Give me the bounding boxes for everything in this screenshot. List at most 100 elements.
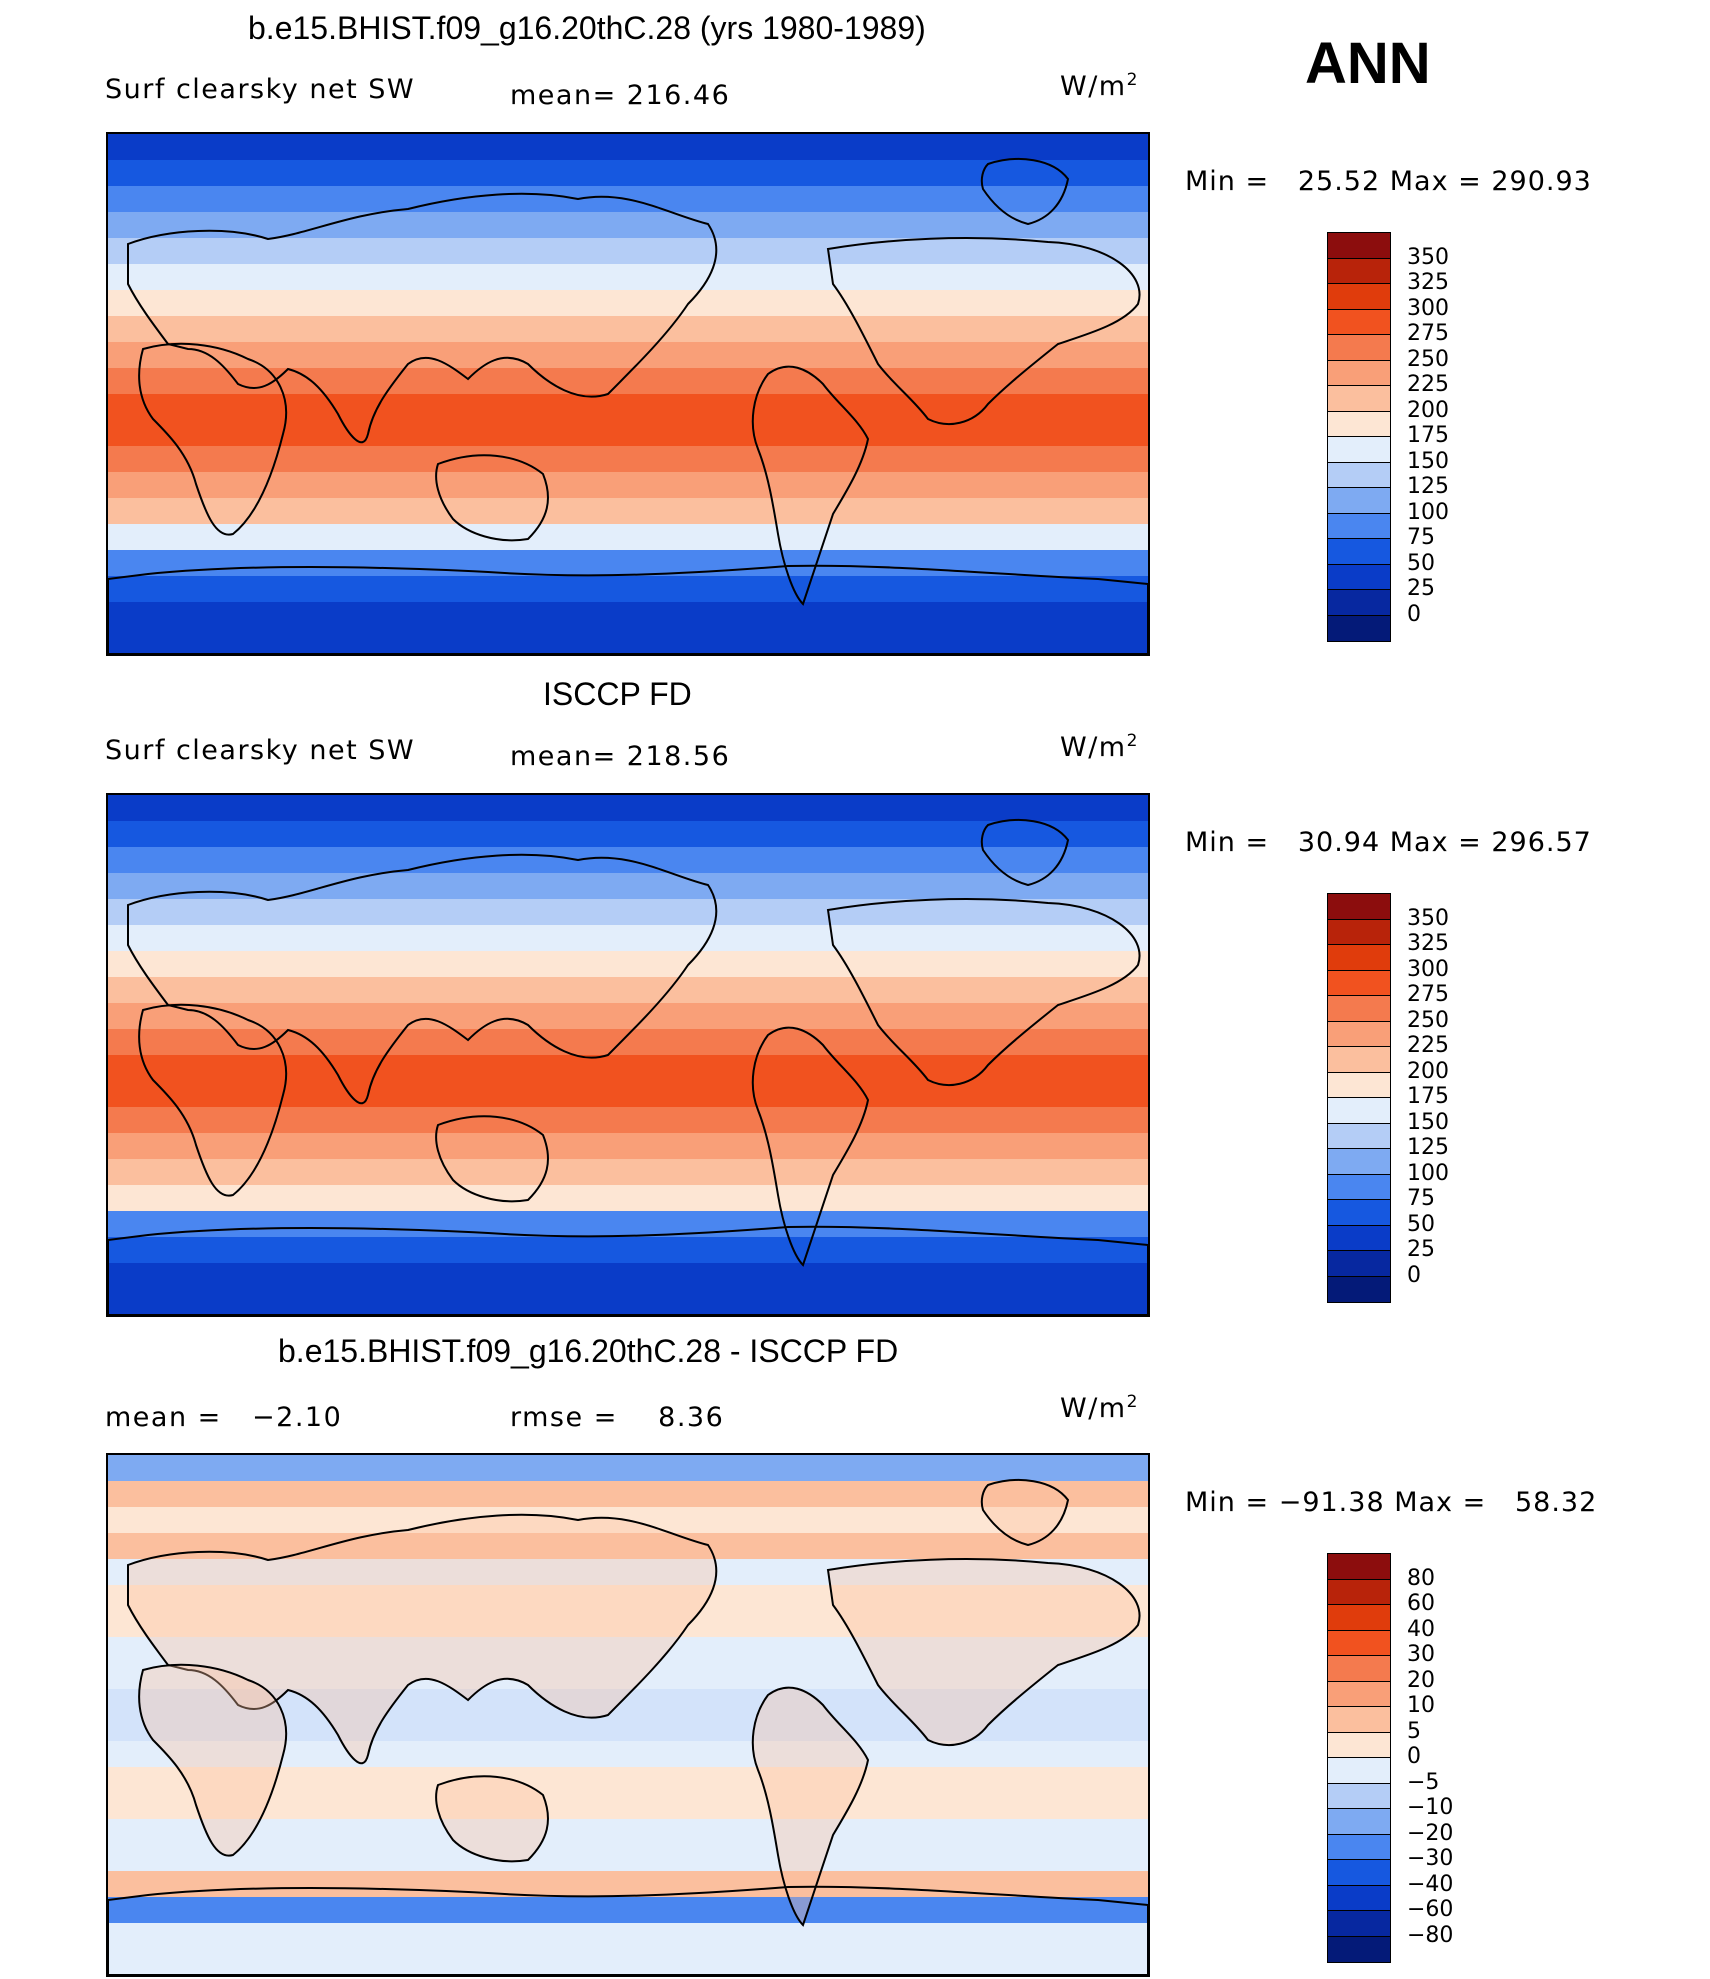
coastline bbox=[127, 853, 718, 1105]
latitude-band bbox=[108, 498, 1148, 525]
latitude-band bbox=[108, 1845, 1148, 1872]
latitude-band bbox=[108, 1159, 1148, 1186]
latitude-band bbox=[108, 1949, 1148, 1975]
latitude-band bbox=[108, 1923, 1148, 1950]
continent-outlines bbox=[108, 1479, 1148, 1975]
colorbar-tick-label: −40 bbox=[1407, 1871, 1454, 1897]
latitude-band bbox=[108, 951, 1148, 978]
latitude-bands bbox=[108, 1455, 1148, 1975]
colorbar-tick-label: 200 bbox=[1407, 397, 1449, 423]
panel-2-title: ISCCP FD bbox=[543, 676, 692, 712]
coastline bbox=[108, 1225, 1148, 1315]
panel-3-mean: mean = −2.10 bbox=[105, 1402, 343, 1433]
latitude-band bbox=[108, 160, 1148, 187]
latitude-band bbox=[108, 1481, 1148, 1508]
colorbar-swatch bbox=[1328, 1251, 1390, 1277]
colorbar-tick-label: 250 bbox=[1407, 1007, 1449, 1033]
latitude-band bbox=[108, 1029, 1148, 1056]
colorbar-swatch bbox=[1328, 1149, 1390, 1175]
colorbar-tick-label: 5 bbox=[1407, 1718, 1421, 1744]
panel-3-map-field bbox=[108, 1455, 1148, 1975]
colorbar-swatch bbox=[1328, 1936, 1390, 1962]
panel-2-variable: Surf clearsky net SW bbox=[105, 735, 416, 766]
latitude-band bbox=[108, 1897, 1148, 1924]
latitude-band bbox=[108, 1185, 1148, 1212]
coastline bbox=[138, 1663, 288, 1857]
colorbar-swatch bbox=[1328, 1021, 1390, 1047]
colorbar-tick-label: 0 bbox=[1407, 1262, 1421, 1288]
colorbar-swatch bbox=[1328, 513, 1390, 539]
latitude-band bbox=[108, 628, 1148, 654]
colorbar-tick-label: 40 bbox=[1407, 1616, 1435, 1642]
colorbar-tick-label: 30 bbox=[1407, 1642, 1435, 1667]
latitude-band bbox=[108, 1559, 1148, 1586]
continent-outlines bbox=[108, 158, 1148, 654]
colorbar-tick-label: 20 bbox=[1407, 1667, 1435, 1693]
latitude-band bbox=[108, 1081, 1148, 1108]
latitude-band bbox=[108, 1055, 1148, 1082]
colorbar-tick-label: 25 bbox=[1407, 1237, 1435, 1262]
colorbar-swatch bbox=[1328, 462, 1390, 488]
latitude-band bbox=[108, 1533, 1148, 1560]
colorbar-tick-label: 225 bbox=[1407, 1033, 1449, 1058]
latitude-band bbox=[108, 238, 1148, 265]
colorbar-swatch bbox=[1328, 1630, 1390, 1656]
colorbar-swatch bbox=[1328, 360, 1390, 386]
panel-2-colorbar bbox=[1327, 893, 1391, 1303]
panel-1-map-field bbox=[108, 134, 1148, 654]
latitude-band bbox=[108, 1237, 1148, 1264]
latitude-band bbox=[108, 212, 1148, 239]
colorbar-swatch bbox=[1328, 1554, 1390, 1580]
panel-3-min-max: Min = −91.38 Max = 58.32 bbox=[1185, 1487, 1598, 1518]
latitude-band bbox=[108, 316, 1148, 343]
colorbar-swatch bbox=[1328, 1098, 1390, 1124]
colorbar-swatch bbox=[1328, 1656, 1390, 1682]
colorbar-tick-label: 100 bbox=[1407, 499, 1449, 525]
panel-2-map-field bbox=[108, 795, 1148, 1315]
colorbar-swatch bbox=[1328, 309, 1390, 335]
latitude-band bbox=[108, 1133, 1148, 1160]
panel-1-title: b.e15.BHIST.f09_g16.20thC.28 (yrs 1980-1… bbox=[248, 10, 926, 46]
latitude-band bbox=[108, 1003, 1148, 1030]
latitude-band bbox=[108, 873, 1148, 900]
colorbar-swatch bbox=[1328, 970, 1390, 996]
coastline bbox=[108, 1885, 1148, 1975]
colorbar-swatch bbox=[1328, 615, 1390, 641]
coastline bbox=[826, 1558, 1141, 1746]
panel-2-map bbox=[106, 793, 1150, 1317]
coastline bbox=[435, 454, 549, 542]
colorbar-tick-label: 125 bbox=[1407, 474, 1449, 499]
colorbar-swatch bbox=[1328, 284, 1390, 310]
colorbar-swatch bbox=[1328, 258, 1390, 284]
colorbar-tick-label: 300 bbox=[1407, 295, 1449, 321]
colorbar-swatch bbox=[1328, 1911, 1390, 1937]
colorbar-swatch bbox=[1328, 1707, 1390, 1733]
panel-1-variable: Surf clearsky net SW bbox=[105, 74, 416, 105]
panel-1-map bbox=[106, 132, 1150, 656]
colorbar-swatch bbox=[1328, 411, 1390, 437]
colorbar-tick-label: 60 bbox=[1407, 1591, 1435, 1616]
colorbar-tick-label: 175 bbox=[1407, 423, 1449, 448]
colorbar-tick-label: 275 bbox=[1407, 321, 1449, 346]
panel-3-units: W/m2 bbox=[1060, 1392, 1139, 1424]
latitude-band bbox=[108, 1611, 1148, 1638]
coastline bbox=[751, 1026, 870, 1267]
colorbar-swatch bbox=[1328, 1579, 1390, 1605]
colorbar-swatch bbox=[1328, 945, 1390, 971]
latitude-band bbox=[108, 1663, 1148, 1690]
colorbar-tick-label: −10 bbox=[1407, 1795, 1454, 1820]
panel-3-colorbar bbox=[1327, 1553, 1391, 1963]
colorbar-swatch bbox=[1328, 1732, 1390, 1758]
panel-2-mean: mean= 218.56 bbox=[510, 741, 731, 772]
colorbar-swatch bbox=[1328, 1123, 1390, 1149]
panel-1-min-max: Min = 25.52 Max = 290.93 bbox=[1185, 166, 1592, 197]
latitude-band bbox=[108, 264, 1148, 291]
coastline bbox=[980, 819, 1070, 887]
panel-1-mean: mean= 216.46 bbox=[510, 80, 731, 111]
colorbar-tick-label: 200 bbox=[1407, 1058, 1449, 1084]
latitude-band bbox=[108, 134, 1148, 161]
latitude-band bbox=[108, 602, 1148, 629]
coastline bbox=[127, 1513, 718, 1765]
colorbar-tick-label: 25 bbox=[1407, 576, 1435, 601]
colorbar-swatch bbox=[1328, 1860, 1390, 1886]
